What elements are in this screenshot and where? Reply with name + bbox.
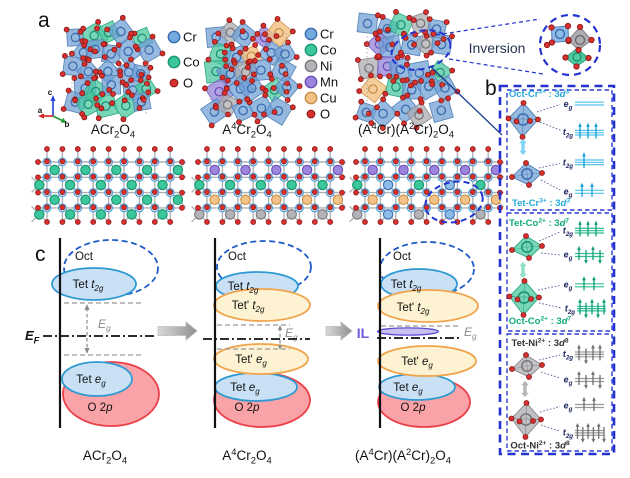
svg-text:Tet-Co2+ : 3d7: Tet-Co2+ : 3d7 xyxy=(509,218,569,229)
svg-text:(A4Cr)(A2Cr)2O4: (A4Cr)(A2Cr)2O4 xyxy=(355,446,451,465)
svg-text:Tet' eg: Tet' eg xyxy=(235,354,267,368)
svg-text:Eg: Eg xyxy=(98,317,111,333)
svg-text:Tet t2g: Tet t2g xyxy=(228,281,259,295)
svg-text:Tet' t2g: Tet' t2g xyxy=(232,300,265,314)
svg-text:O 2p: O 2p xyxy=(88,402,114,414)
svg-text:Oct-Co2+ : 3d7: Oct-Co2+ : 3d7 xyxy=(509,316,572,327)
svg-text:b: b xyxy=(65,120,70,129)
svg-text:eg: eg xyxy=(564,401,573,413)
svg-text:EF: EF xyxy=(25,328,40,345)
svg-text:Tet t2g: Tet t2g xyxy=(73,279,104,293)
svg-text:O 2p: O 2p xyxy=(401,402,427,414)
svg-text:IL: IL xyxy=(357,325,370,341)
svg-text:(A4Cr)(A2Cr)2O4: (A4Cr)(A2Cr)2O4 xyxy=(358,120,454,139)
svg-text:eg: eg xyxy=(564,250,573,262)
svg-text:Tet' t2g: Tet' t2g xyxy=(397,302,430,316)
svg-text:a: a xyxy=(38,106,43,115)
svg-text:t2g: t2g xyxy=(563,349,573,361)
svg-text:ACr2O4: ACr2O4 xyxy=(91,122,135,140)
svg-text:Tet' eg: Tet' eg xyxy=(401,356,433,370)
svg-text:Inversion: Inversion xyxy=(469,40,526,56)
svg-text:Mn: Mn xyxy=(320,75,338,90)
svg-text:t2g: t2g xyxy=(565,304,575,316)
svg-text:Eg: Eg xyxy=(285,326,298,342)
svg-text:O: O xyxy=(183,76,193,91)
svg-text:Eg: Eg xyxy=(464,325,477,341)
svg-text:ACr2O4: ACr2O4 xyxy=(83,448,127,466)
svg-text:eg: eg xyxy=(564,375,573,387)
svg-text:Tet eg: Tet eg xyxy=(76,374,106,388)
svg-text:A4Cr2O4: A4Cr2O4 xyxy=(222,120,271,139)
svg-text:Tet-Ni2+ : 3d8: Tet-Ni2+ : 3d8 xyxy=(512,338,569,349)
svg-text:c: c xyxy=(35,243,46,266)
svg-text:Tet eg: Tet eg xyxy=(393,382,423,396)
svg-text:eg: eg xyxy=(564,187,573,199)
svg-text:Oct-Ni2+ : 3d8: Oct-Ni2+ : 3d8 xyxy=(510,440,570,451)
svg-text:Oct: Oct xyxy=(228,251,247,263)
svg-text:t2g: t2g xyxy=(563,158,573,170)
svg-text:b: b xyxy=(485,77,497,100)
svg-text:O: O xyxy=(320,107,330,122)
svg-text:Oct-Cr3+ : 3d3: Oct-Cr3+ : 3d3 xyxy=(509,89,570,100)
svg-text:Tet eg: Tet eg xyxy=(230,382,260,396)
svg-text:Co: Co xyxy=(320,43,337,58)
svg-text:Oct: Oct xyxy=(393,251,412,263)
svg-text:a: a xyxy=(38,9,50,32)
svg-text:Cr: Cr xyxy=(320,27,334,42)
svg-text:O 2p: O 2p xyxy=(235,402,261,414)
svg-text:Tet t2g: Tet t2g xyxy=(391,279,422,293)
svg-text:Tet-Cr3+ : 3d3: Tet-Cr3+ : 3d3 xyxy=(512,198,570,209)
svg-text:t2g: t2g xyxy=(563,428,573,440)
svg-text:A4Cr2O4: A4Cr2O4 xyxy=(222,446,271,465)
svg-text:eg: eg xyxy=(564,280,573,292)
svg-text:Co: Co xyxy=(183,55,200,70)
svg-text:Cu: Cu xyxy=(320,91,337,106)
svg-text:Cr: Cr xyxy=(183,30,197,45)
svg-text:t2g: t2g xyxy=(563,127,573,139)
svg-text:Ni: Ni xyxy=(320,59,332,74)
svg-text:eg: eg xyxy=(564,99,573,111)
svg-text:t2g: t2g xyxy=(563,226,573,238)
svg-text:c: c xyxy=(48,88,53,97)
svg-text:Oct: Oct xyxy=(75,251,94,263)
